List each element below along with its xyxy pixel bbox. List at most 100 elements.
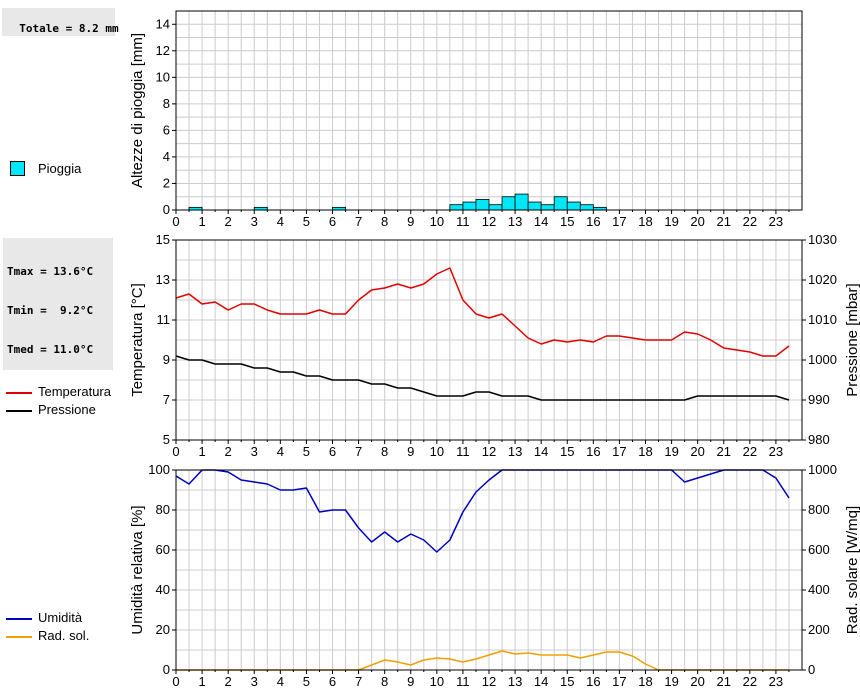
x-tick-label: 11 bbox=[456, 444, 470, 459]
tmax-text: Tmax = 13.6°C bbox=[7, 265, 94, 278]
x-tick-label: 13 bbox=[508, 214, 522, 229]
y-tick-label: 7 bbox=[163, 392, 170, 407]
x-tick-label: 4 bbox=[277, 444, 284, 459]
x-tick-label: 8 bbox=[381, 444, 388, 459]
x-tick-label: 8 bbox=[381, 674, 388, 689]
rain-swatch bbox=[10, 161, 25, 176]
y-tick-label: 9 bbox=[163, 352, 170, 367]
x-tick-label: 1 bbox=[198, 444, 205, 459]
temperature-swatch bbox=[6, 392, 32, 394]
x-tick-label: 6 bbox=[329, 444, 336, 459]
rain-bar bbox=[527, 201, 542, 211]
x-tick-label: 16 bbox=[586, 674, 600, 689]
y-tick-label: 0 bbox=[163, 662, 170, 677]
x-tick-label: 9 bbox=[407, 674, 414, 689]
y-axis-title: Temperatura [°C] bbox=[129, 283, 146, 397]
temperature-stats-box: Tmax = 13.6°C Tmin = 9.2°C Tmed = 11.0°C bbox=[3, 238, 113, 370]
x-tick-label: 14 bbox=[534, 214, 548, 229]
x-tick-label: 12 bbox=[482, 214, 496, 229]
y-axis-title: Altezze di pioggia [mm] bbox=[129, 33, 146, 188]
y2-axis-title: Pressione [mbar] bbox=[844, 283, 860, 396]
y2-tick-label: 980 bbox=[808, 432, 830, 447]
x-tick-label: 6 bbox=[329, 674, 336, 689]
x-tick-label: 23 bbox=[769, 674, 783, 689]
series-line-pressione bbox=[175, 355, 790, 401]
x-tick-label: 11 bbox=[456, 674, 470, 689]
x-tick-label: 22 bbox=[743, 214, 757, 229]
rain-bar bbox=[475, 198, 490, 211]
y-tick-label: 80 bbox=[156, 502, 170, 517]
y-tick-label: 5 bbox=[163, 432, 170, 447]
x-tick-label: 20 bbox=[690, 444, 704, 459]
radiation-swatch bbox=[6, 636, 32, 638]
x-tick-label: 19 bbox=[664, 444, 678, 459]
y-tick-label: 4 bbox=[163, 149, 170, 164]
y2-tick-label: 0 bbox=[808, 662, 815, 677]
x-tick-label: 11 bbox=[456, 214, 470, 229]
x-tick-label: 20 bbox=[690, 214, 704, 229]
x-tick-label: 9 bbox=[407, 444, 414, 459]
x-tick-label: 21 bbox=[717, 674, 731, 689]
humidity-swatch bbox=[6, 618, 32, 620]
y2-tick-label: 1020 bbox=[808, 272, 837, 287]
x-tick-label: 5 bbox=[303, 214, 310, 229]
legend-label-humidity: Umidità bbox=[38, 610, 83, 625]
series-line-temperatura bbox=[175, 267, 790, 357]
x-tick-label: 13 bbox=[508, 674, 522, 689]
rain-bar bbox=[540, 204, 555, 211]
rain-total-text: Totale = 8.2 mm bbox=[19, 22, 119, 35]
x-tick-label: 5 bbox=[303, 444, 310, 459]
rain-bar bbox=[566, 201, 581, 211]
y2-tick-label: 990 bbox=[808, 392, 830, 407]
x-tick-label: 8 bbox=[381, 214, 388, 229]
rain-bar bbox=[553, 196, 568, 211]
y-tick-label: 11 bbox=[157, 312, 171, 327]
x-tick-label: 19 bbox=[664, 674, 678, 689]
rain-bar bbox=[488, 204, 503, 211]
y-tick-label: 20 bbox=[156, 622, 170, 637]
y2-tick-label: 200 bbox=[808, 622, 830, 637]
x-tick-label: 23 bbox=[769, 214, 783, 229]
x-tick-label: 16 bbox=[586, 214, 600, 229]
x-tick-label: 17 bbox=[612, 214, 626, 229]
x-tick-label: 4 bbox=[277, 214, 284, 229]
legend-label-temperature: Temperatura bbox=[38, 384, 111, 399]
y-tick-label: 0 bbox=[163, 202, 170, 217]
x-tick-label: 10 bbox=[430, 674, 444, 689]
x-tick-label: 19 bbox=[664, 214, 678, 229]
x-tick-label: 15 bbox=[560, 444, 574, 459]
legend-label-radiation: Rad. sol. bbox=[38, 628, 90, 643]
x-tick-label: 3 bbox=[251, 214, 258, 229]
rain-bar bbox=[501, 196, 516, 211]
x-tick-label: 16 bbox=[586, 444, 600, 459]
x-tick-label: 2 bbox=[225, 674, 232, 689]
tmin-text: Tmin = 9.2°C bbox=[7, 304, 94, 317]
pressure-swatch bbox=[6, 410, 32, 412]
rain-total-box: Totale = 8.2 mm bbox=[2, 8, 119, 36]
y2-tick-label: 400 bbox=[808, 582, 830, 597]
x-tick-label: 10 bbox=[430, 214, 444, 229]
x-tick-label: 7 bbox=[355, 444, 362, 459]
x-tick-label: 10 bbox=[430, 444, 444, 459]
x-tick-label: 15 bbox=[560, 214, 574, 229]
x-tick-label: 0 bbox=[172, 444, 179, 459]
x-tick-label: 1 bbox=[198, 674, 205, 689]
x-tick-label: 2 bbox=[225, 444, 232, 459]
x-tick-label: 5 bbox=[303, 674, 310, 689]
x-tick-label: 18 bbox=[638, 444, 652, 459]
x-tick-label: 15 bbox=[560, 674, 574, 689]
y-axis-title: Umidità relativa [%] bbox=[129, 505, 146, 634]
x-tick-label: 17 bbox=[612, 674, 626, 689]
x-tick-label: 4 bbox=[277, 674, 284, 689]
y-tick-label: 14 bbox=[156, 16, 170, 31]
y2-tick-label: 1030 bbox=[808, 232, 837, 247]
x-tick-label: 18 bbox=[638, 674, 652, 689]
y-tick-label: 100 bbox=[148, 462, 170, 477]
legend-label-pressure: Pressione bbox=[38, 402, 96, 417]
rain-bar bbox=[462, 201, 477, 211]
y-tick-label: 12 bbox=[156, 43, 170, 58]
rain-bar bbox=[579, 204, 594, 211]
y-tick-label: 40 bbox=[156, 582, 170, 597]
x-tick-label: 20 bbox=[690, 674, 704, 689]
